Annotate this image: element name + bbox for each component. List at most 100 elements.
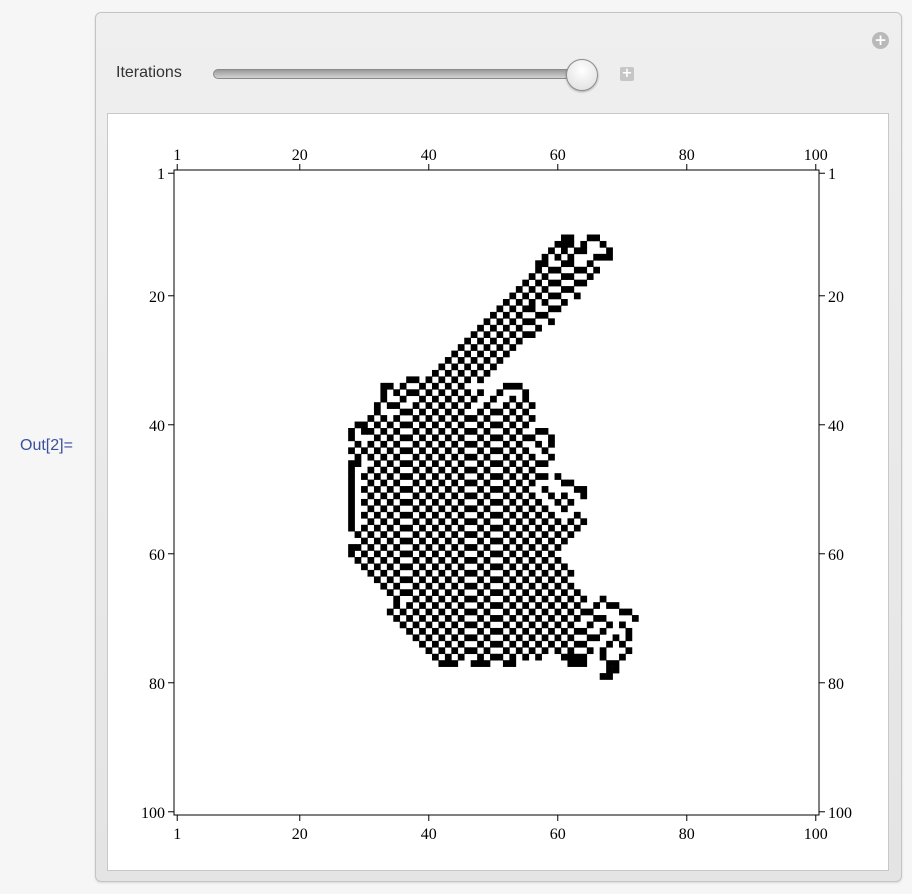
cell: [373, 576, 381, 584]
cell: [432, 395, 439, 403]
cell: [444, 653, 452, 661]
cell: [393, 595, 401, 603]
cell: [561, 505, 568, 513]
iterations-label: Iterations: [116, 64, 182, 81]
cell: [419, 486, 426, 493]
cell: [599, 595, 607, 603]
cell: [612, 634, 620, 642]
cell: [425, 582, 433, 590]
cell: [619, 640, 626, 648]
cell: [548, 266, 555, 274]
cell: [464, 531, 471, 538]
cell: [606, 673, 613, 680]
cell: [380, 557, 388, 564]
cell: [580, 653, 588, 661]
cell: [483, 428, 491, 435]
cell: [393, 505, 401, 513]
cell: [483, 621, 491, 629]
cell: [361, 421, 368, 429]
cell: [554, 305, 562, 313]
cell: [444, 537, 452, 545]
cell: [367, 518, 375, 526]
cell: [541, 473, 549, 480]
cell: [502, 608, 510, 616]
cell: [470, 428, 478, 435]
cell: [573, 266, 581, 274]
cell: [535, 627, 542, 635]
cell: [425, 621, 433, 629]
cell: [380, 395, 388, 403]
cell: [535, 460, 542, 467]
cell: [515, 466, 523, 474]
cell: [367, 569, 375, 577]
cell: [528, 557, 536, 564]
cell: [386, 550, 394, 558]
cell: [509, 344, 517, 351]
cell: [548, 589, 555, 596]
cell: [393, 492, 401, 500]
cell: [554, 634, 562, 642]
y-tick-label-right: 100: [828, 805, 852, 822]
cell: [522, 563, 530, 571]
cell: [483, 634, 491, 642]
x-tick-label-bottom: 60: [550, 826, 566, 843]
cell: [412, 389, 420, 397]
cell: [496, 627, 504, 635]
cell: [496, 344, 504, 351]
cell: [412, 428, 420, 435]
cell: [606, 253, 613, 261]
cell: [419, 447, 426, 455]
cell: [535, 653, 542, 661]
cell: [541, 286, 549, 293]
cell: [470, 569, 478, 577]
cell: [425, 428, 433, 435]
cell: [386, 486, 394, 493]
cell: [470, 621, 478, 629]
cell: [509, 292, 517, 300]
cell: [502, 350, 510, 358]
cell: [554, 498, 562, 506]
cell: [354, 440, 362, 448]
cell: [457, 357, 465, 364]
cell: [432, 602, 439, 609]
cell: [348, 479, 355, 487]
cell: [612, 666, 620, 674]
iterations-slider-thumb[interactable]: [565, 59, 598, 91]
cell: [490, 395, 497, 403]
cell: [470, 440, 478, 448]
cell: [464, 505, 471, 513]
cell: [444, 447, 452, 455]
cell: [451, 621, 459, 629]
cell: [386, 498, 394, 506]
cell: [502, 660, 510, 667]
cell: [580, 660, 588, 667]
cell: [367, 505, 375, 513]
plus-circle-icon[interactable]: +: [872, 32, 889, 49]
cell: [406, 498, 413, 506]
cell: [438, 557, 446, 564]
cell: [438, 608, 446, 616]
cell: [483, 453, 491, 461]
cell: [477, 473, 484, 480]
cell: [541, 595, 549, 603]
cell: [554, 582, 562, 590]
cell: [561, 240, 568, 248]
cell: [386, 421, 394, 429]
cell: [425, 453, 433, 461]
plus-square-icon[interactable]: +: [620, 66, 634, 81]
cell: [567, 253, 575, 261]
iterations-slider-track[interactable]: [213, 69, 593, 79]
cell: [348, 498, 355, 506]
cell: [528, 531, 536, 538]
cell: [573, 486, 581, 493]
cell: [438, 402, 446, 409]
cell: [567, 647, 575, 655]
cell: [432, 653, 439, 661]
cell: [457, 602, 465, 609]
cell: [625, 634, 633, 642]
cell: [606, 666, 613, 674]
cell: [367, 544, 375, 551]
cell: [438, 492, 446, 500]
cell: [438, 531, 446, 538]
cell: [522, 589, 530, 596]
